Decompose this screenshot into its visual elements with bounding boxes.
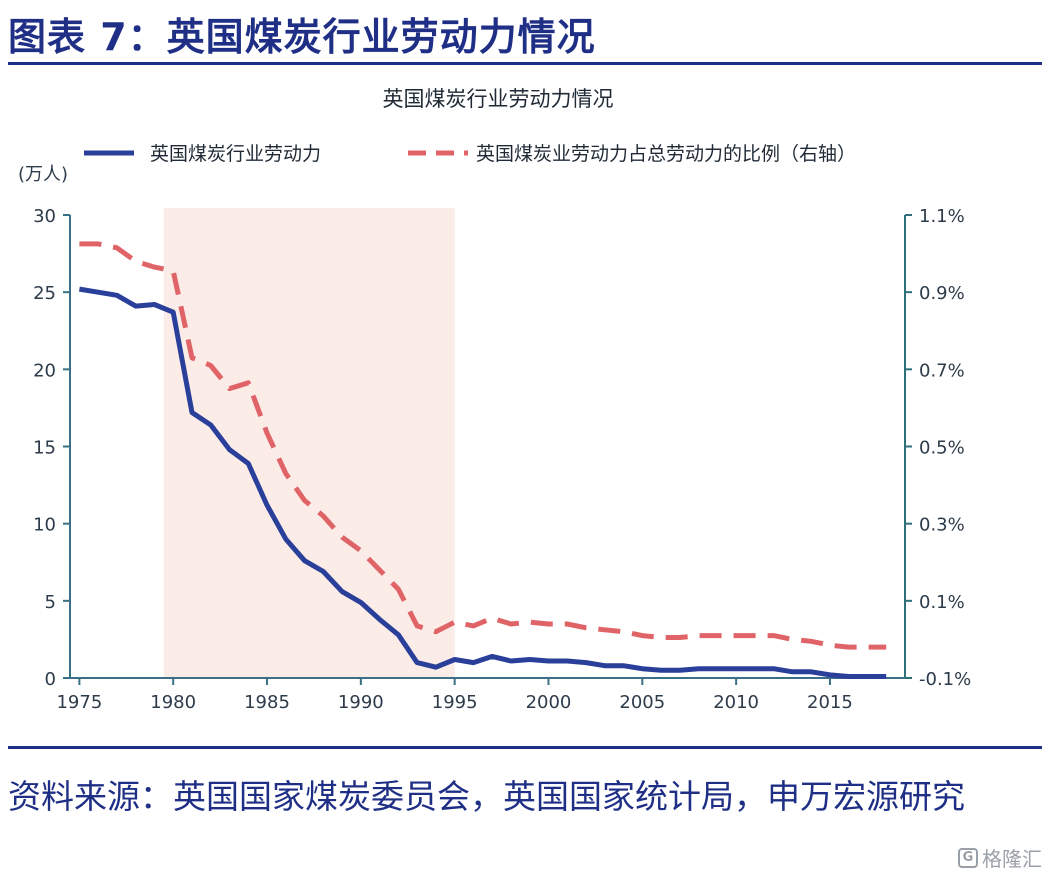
watermark-logo-icon: G: [958, 847, 978, 868]
right-tick-label: 0.3%: [919, 515, 965, 536]
watermark: G 格隆汇: [958, 843, 1042, 872]
x-tick-label: 2005: [619, 692, 665, 713]
left-tick-label: 5: [45, 592, 56, 613]
left-tick-label: 10: [33, 515, 56, 536]
x-tick-label: 1995: [432, 692, 478, 713]
figure-title: 图表 7：英国煤炭行业劳动力情况: [8, 15, 596, 59]
watermark-text: 格隆汇: [982, 847, 1042, 871]
x-tick-label: 1980: [150, 692, 196, 713]
right-tick-label: 0.7%: [919, 360, 965, 381]
title-rule: [8, 62, 1042, 65]
left-tick-label: 25: [33, 283, 56, 304]
left-tick-label: 15: [33, 438, 56, 459]
right-tick-label: 0.5%: [919, 438, 965, 459]
source-rule: [8, 746, 1042, 749]
legend-label-workforce: 英国煤炭行业劳动力: [150, 143, 321, 165]
right-tick-label: 1.1%: [919, 206, 965, 227]
x-tick-label: 1990: [338, 692, 384, 713]
right-tick-label: -0.1%: [919, 669, 971, 690]
series-line-workforce: [78, 286, 887, 679]
right-tick-label: 0.1%: [919, 592, 965, 613]
legend-label-share: 英国煤炭业劳动力占总劳动力的比例（右轴）: [476, 143, 856, 165]
x-tick-label: 1985: [244, 692, 290, 713]
x-tick-label: 2010: [713, 692, 759, 713]
left-tick-label: 0: [45, 669, 56, 690]
chart-title: 英国煤炭行业劳动力情况: [383, 87, 614, 111]
x-tick-label: 2000: [526, 692, 572, 713]
left-axis-unit: (万人): [18, 164, 68, 185]
left-axis-ticks: 0 5 10 15 20 25 30: [33, 206, 70, 690]
x-tick-label: 2015: [807, 692, 853, 713]
series-line-share: [79, 241, 887, 650]
source-note: 资料来源：英国国家煤炭委员会，英国国家统计局，申万宏源研究: [8, 777, 965, 816]
left-tick-label: 30: [33, 206, 56, 227]
line-chart: 英国煤炭行业劳动力情况 英国煤炭行业劳动力 英国煤炭业劳动力占总劳动力的比例（右…: [18, 87, 971, 713]
left-tick-label: 20: [33, 360, 56, 381]
shaded-period: [163, 208, 455, 678]
x-tick-label: 1975: [56, 692, 102, 713]
right-axis-ticks: -0.1% 0.1% 0.3% 0.5% 0.7% 0.9% 1.1%: [905, 206, 971, 690]
right-tick-label: 0.9%: [919, 283, 965, 304]
x-axis-ticks: 1975 1980 1985 1990 1995 2000 2005 2010 2015: [56, 678, 853, 713]
